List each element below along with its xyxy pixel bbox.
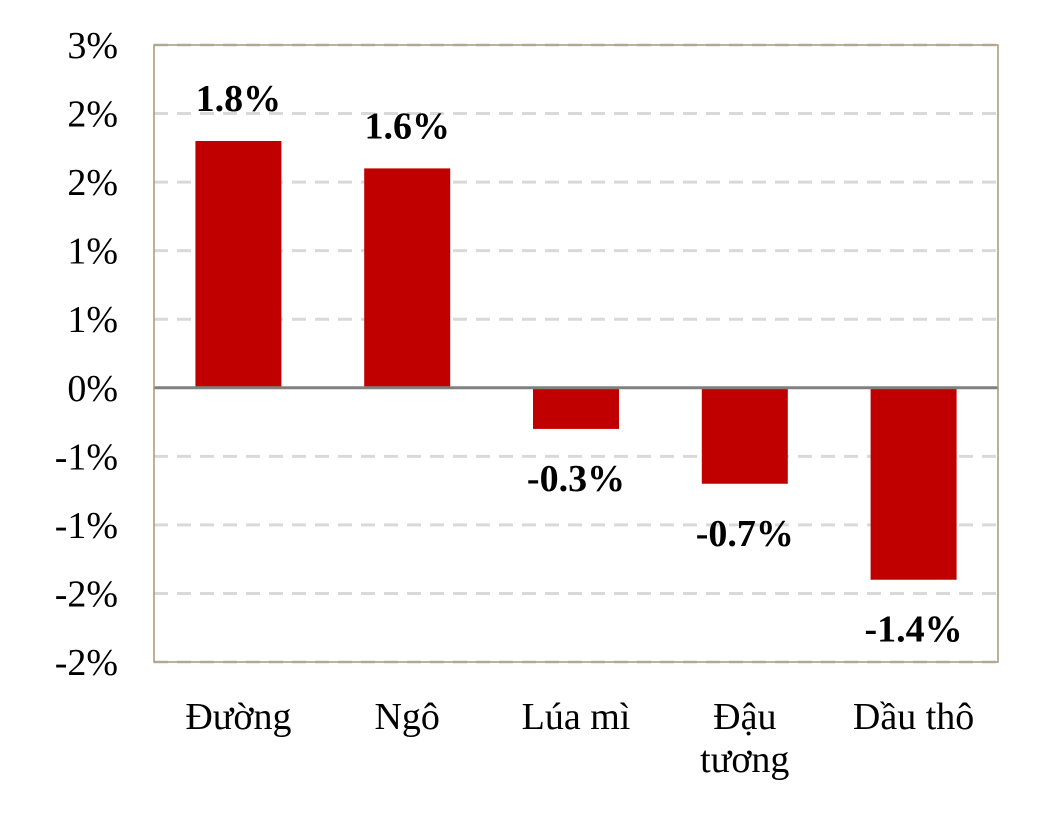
x-category-label: Đậu	[713, 696, 776, 738]
y-tick-label: -2%	[55, 642, 118, 684]
bar	[701, 387, 788, 484]
bar	[364, 168, 451, 388]
y-tick-label: 0%	[67, 368, 118, 410]
data-label: 1.8%	[196, 78, 282, 120]
y-tick-label: -2%	[55, 573, 118, 615]
y-tick-label: 1%	[67, 231, 118, 273]
x-category-label: tương	[700, 739, 789, 781]
y-axis-tick-labels: 3% 2% 2% 1% 1% 0% -1% -1% -2% -2%	[55, 25, 118, 684]
bar	[533, 387, 619, 429]
data-labels: 1.8% 1.6% -0.3% -0.7% -1.4%	[196, 78, 963, 651]
data-label: -0.7%	[696, 513, 794, 555]
x-category-label: Đường	[185, 696, 291, 738]
y-tick-label: -1%	[55, 505, 118, 547]
bars	[195, 140, 957, 580]
y-tick-label: -1%	[55, 436, 118, 478]
y-tick-label: 1%	[67, 299, 118, 341]
bar	[870, 387, 957, 580]
data-label: 1.6%	[364, 105, 450, 147]
y-tick-label: 2%	[67, 162, 118, 204]
y-tick-label: 3%	[67, 25, 118, 67]
x-category-label: Dầu thô	[853, 696, 974, 738]
plot-frame	[153, 44, 999, 663]
data-label: -0.3%	[527, 458, 625, 500]
y-tick-label: 2%	[67, 94, 118, 136]
x-category-label: Lúa mì	[522, 696, 631, 738]
data-label: -1.4%	[865, 609, 963, 651]
bar	[195, 140, 282, 388]
x-category-label: Ngô	[374, 696, 439, 738]
plot-area-border	[153, 44, 999, 663]
